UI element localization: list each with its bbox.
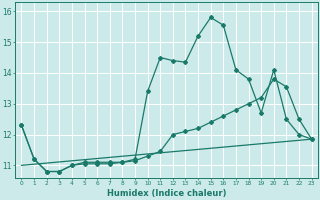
X-axis label: Humidex (Indice chaleur): Humidex (Indice chaleur) [107,189,226,198]
